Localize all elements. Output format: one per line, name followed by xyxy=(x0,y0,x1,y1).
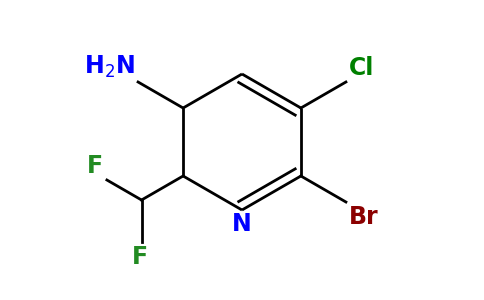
Text: H$_2$N: H$_2$N xyxy=(84,54,135,80)
Text: F: F xyxy=(87,154,103,178)
Text: Br: Br xyxy=(349,205,378,229)
Text: N: N xyxy=(232,212,252,236)
Text: F: F xyxy=(132,245,148,269)
Text: Cl: Cl xyxy=(349,56,374,80)
